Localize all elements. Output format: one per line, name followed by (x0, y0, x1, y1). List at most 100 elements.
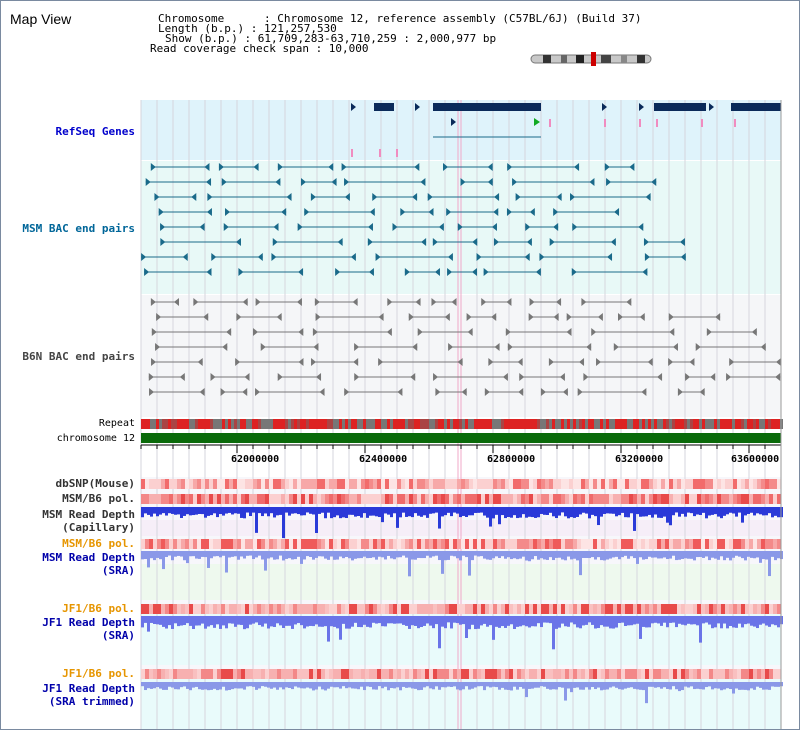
heat-cell (505, 669, 509, 679)
depth-bar (669, 682, 672, 690)
depth-bar (441, 507, 444, 517)
depth-bar (222, 616, 225, 626)
read-depth-tracks[interactable] (141, 507, 783, 704)
bac-end-marker (314, 298, 320, 306)
depth-bar (579, 616, 582, 629)
bac-end-marker (596, 358, 602, 366)
heat-cell (701, 479, 705, 489)
depth-bar (483, 616, 486, 624)
depth-bar (231, 551, 234, 557)
heat-cell (625, 669, 629, 679)
depth-bar (537, 551, 540, 560)
heat-cell (569, 479, 573, 489)
depth-bar (525, 507, 528, 518)
depth-bar (162, 551, 165, 570)
depth-bar (342, 551, 345, 559)
heat-cell (309, 604, 313, 614)
depth-bar (171, 507, 174, 514)
heat-cell (705, 479, 709, 489)
length-info: Length (b.p.) : 121,257,530 (158, 22, 337, 35)
depth-bar (315, 616, 318, 625)
chromosome-info: Chromosome : Chromosome 12, reference as… (158, 12, 642, 25)
bac-end-marker (512, 178, 518, 186)
heat-cell (521, 539, 525, 549)
depth-bar (564, 616, 567, 627)
depth-bar (207, 616, 210, 627)
depth-bar (474, 551, 477, 556)
depth-bar (696, 507, 699, 515)
heat-cell (465, 494, 469, 504)
depth-bar (519, 507, 522, 518)
depth-bar (210, 616, 213, 626)
heatmap-tracks[interactable] (141, 479, 781, 679)
heat-cell (329, 479, 333, 489)
heat-cell (485, 604, 489, 614)
depth-bar (186, 551, 189, 564)
depth-bar (690, 507, 693, 514)
heat-cell (349, 669, 353, 679)
heat-cell (469, 479, 473, 489)
refseq-gene-features[interactable] (351, 103, 781, 157)
bac-end-marker (519, 373, 525, 381)
heat-cell (621, 479, 625, 489)
axis-tick-label: 62000000 (231, 454, 280, 465)
heat-cell (205, 494, 209, 504)
heat-cell (189, 669, 193, 679)
heat-cell (629, 479, 633, 489)
heat-cell (337, 669, 341, 679)
bac-end-marker (507, 163, 513, 171)
depth-bar (291, 682, 294, 690)
heat-cell (149, 539, 153, 549)
bac-end-marker (677, 388, 683, 396)
heat-cell (389, 494, 393, 504)
heat-cell (741, 604, 745, 614)
depth-bar (192, 551, 195, 557)
heat-cell (353, 669, 357, 679)
heat-cell (241, 669, 245, 679)
bac-end-marker (312, 328, 318, 336)
depth-bar (459, 616, 462, 625)
depth-bar (243, 616, 246, 630)
b6n-bac-features[interactable] (148, 298, 781, 396)
depth-bar (282, 616, 285, 628)
depth-bar (438, 507, 441, 529)
page-title: Map View (10, 11, 72, 27)
heat-cell (561, 494, 565, 504)
depth-bar (348, 551, 351, 559)
bac-end-marker (506, 298, 512, 306)
heat-cell (433, 494, 437, 504)
bac-end-marker (589, 178, 595, 186)
depth-bar (387, 616, 390, 624)
heat-cell (545, 494, 549, 504)
depth-bar (468, 682, 471, 690)
depth-bar (702, 616, 705, 624)
depth-bar (669, 616, 672, 623)
heat-cell (453, 669, 457, 679)
heat-cell (645, 669, 649, 679)
heat-cell (677, 479, 681, 489)
heat-cell (465, 479, 469, 489)
heat-cell (169, 494, 173, 504)
depth-bar (402, 507, 405, 513)
heat-cell (473, 494, 477, 504)
depth-bar (666, 616, 669, 628)
heat-cell (325, 539, 329, 549)
chromosome-ideogram[interactable] (530, 52, 652, 66)
heat-cell (253, 494, 257, 504)
depth-bar (549, 507, 552, 513)
depth-bar (642, 616, 645, 627)
depth-bar (573, 507, 576, 518)
depth-bar (645, 551, 648, 560)
heat-cell (577, 494, 581, 504)
depth-bar (381, 551, 384, 558)
heat-cell (625, 539, 629, 549)
depth-bar (192, 616, 195, 630)
chromosome-bar[interactable] (141, 433, 781, 443)
msm-bac-features[interactable] (141, 163, 686, 276)
heat-cell (685, 539, 689, 549)
heat-cell (693, 479, 697, 489)
depth-bar (480, 616, 483, 626)
depth-bar (576, 682, 579, 688)
heat-cell (437, 494, 441, 504)
